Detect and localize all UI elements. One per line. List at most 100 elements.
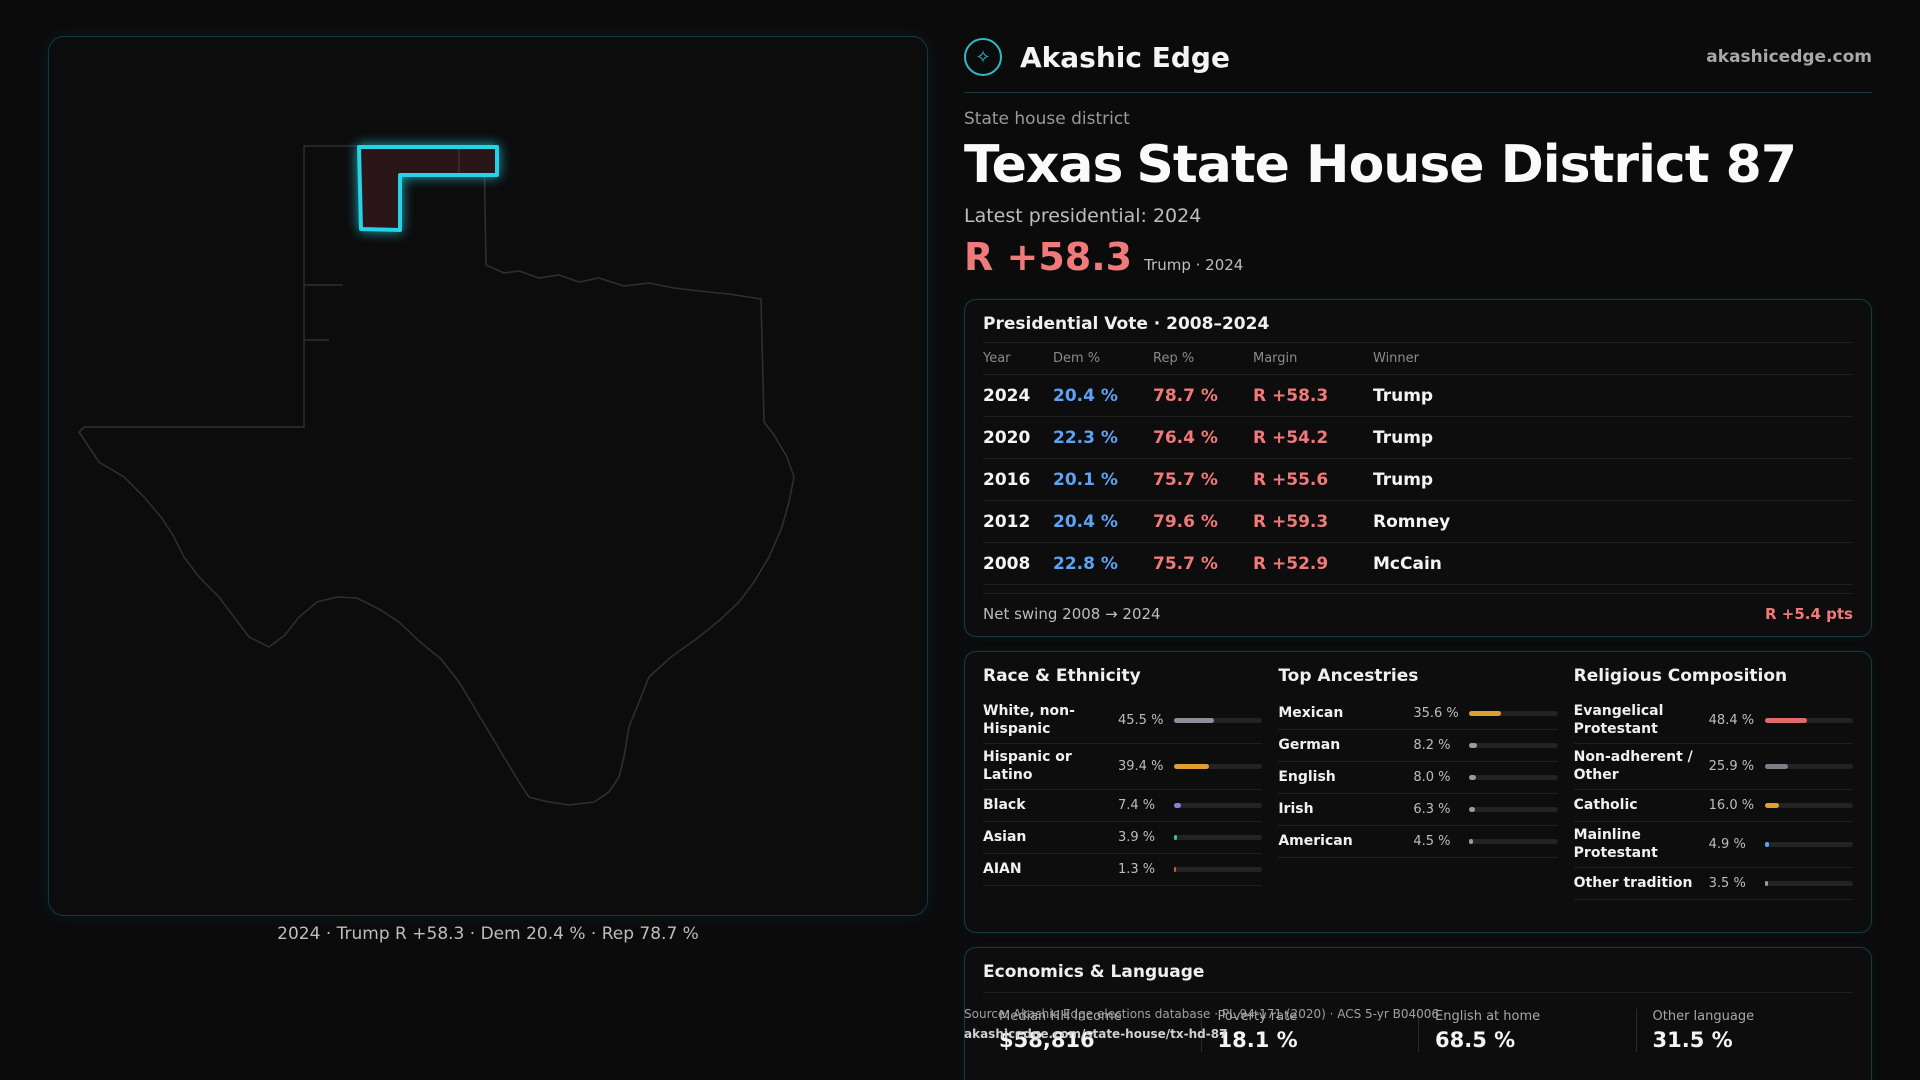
district-map[interactable] bbox=[48, 36, 928, 916]
econ-value: 68.5 % bbox=[1435, 1028, 1516, 1052]
share-bar bbox=[1174, 764, 1263, 769]
cell-year: 2012 bbox=[983, 511, 1031, 532]
compass-rose-icon[interactable]: ✧ bbox=[964, 38, 1002, 76]
cell-winner: Trump bbox=[1373, 469, 1434, 490]
cell-margin: R +52.9 bbox=[1253, 553, 1329, 574]
share-bar bbox=[1469, 839, 1558, 844]
econ-value: 18.1 % bbox=[1217, 1028, 1298, 1052]
cell-dem: 20.4 % bbox=[1053, 385, 1118, 406]
econ-value: 31.5 % bbox=[1652, 1028, 1733, 1052]
list-item[interactable]: American 4.5 % bbox=[1278, 826, 1558, 858]
cell-rep: 78.7 % bbox=[1153, 385, 1218, 406]
header-rep: Rep % bbox=[1153, 351, 1195, 366]
list-item[interactable]: Other tradition 3.5 % bbox=[1573, 868, 1853, 900]
share-bar-fill bbox=[1469, 775, 1477, 780]
state-name: Texas bbox=[964, 135, 1123, 195]
share-bar-fill bbox=[1469, 839, 1474, 844]
share-bar bbox=[1174, 803, 1263, 808]
race-ethnicity-section: Race & Ethnicity White, non-Hispanic 45.5… bbox=[983, 666, 1263, 918]
econ-label: Poverty rate bbox=[1217, 1009, 1298, 1024]
economics-grid: Median HH income $58,816 Poverty rate 18… bbox=[983, 1009, 1853, 1052]
list-item[interactable]: Catholic 16.0 % bbox=[1573, 790, 1853, 822]
share-bar-fill bbox=[1469, 807, 1475, 812]
share-bar bbox=[1764, 764, 1853, 769]
item-label: White, non-Hispanic bbox=[983, 703, 1075, 737]
item-value: 1.3 % bbox=[1118, 862, 1156, 877]
econ-stat: Other language 31.5 % bbox=[1635, 1009, 1854, 1052]
table-row[interactable]: 2016 20.1 % 75.7 % R +55.6 Trump bbox=[983, 459, 1853, 501]
list-item[interactable]: German 8.2 % bbox=[1278, 730, 1558, 762]
item-label: AIAN bbox=[983, 860, 1022, 877]
item-value: 8.2 % bbox=[1413, 738, 1451, 753]
cell-winner: McCain bbox=[1373, 553, 1442, 574]
share-bar bbox=[1764, 842, 1853, 847]
district-kind: State house district bbox=[964, 109, 1130, 129]
religion-section: Religious Composition Evangelical Protes… bbox=[1573, 666, 1853, 918]
econ-stat: Median HH income $58,816 bbox=[983, 1009, 1201, 1052]
share-bar-fill bbox=[1469, 743, 1477, 748]
district-name: State House District 87 bbox=[1136, 135, 1797, 195]
margin-summary: R +58.3 Trump · 2024 bbox=[964, 235, 1872, 279]
item-label: Irish bbox=[1278, 800, 1314, 817]
share-bar bbox=[1469, 711, 1558, 716]
cell-rep: 79.6 % bbox=[1153, 511, 1218, 532]
item-label: Evangelical Protestant bbox=[1573, 703, 1664, 737]
list-item[interactable]: Non-adherent / Other 25.9 % bbox=[1573, 744, 1853, 790]
item-label: Mainline Protestant bbox=[1573, 827, 1658, 861]
map-caption: 2024 · Trump R +58.3 · Dem 20.4 % · Rep … bbox=[277, 924, 699, 944]
item-value: 16.0 % bbox=[1708, 798, 1755, 813]
divider bbox=[964, 92, 1872, 93]
demographics-card: Race & Ethnicity White, non-Hispanic 45.5… bbox=[964, 651, 1872, 933]
district-info-panel: ✧ Akashic Edge akashicedge.com State hou… bbox=[964, 36, 1872, 1080]
table-row[interactable]: 2012 20.4 % 79.6 % R +59.3 Romney bbox=[983, 501, 1853, 543]
list-item[interactable]: English 8.0 % bbox=[1278, 762, 1558, 794]
econ-value: $58,816 bbox=[999, 1028, 1095, 1052]
district-87-shape[interactable] bbox=[357, 145, 499, 232]
list-item[interactable]: White, non-Hispanic 45.5 % bbox=[983, 698, 1263, 744]
list-item[interactable]: AIAN 1.3 % bbox=[983, 854, 1263, 886]
presidential-title: Presidential Vote · 2008–2024 bbox=[983, 314, 1853, 343]
header-margin: Margin bbox=[1253, 351, 1298, 366]
cell-winner: Romney bbox=[1373, 511, 1451, 532]
item-value: 6.3 % bbox=[1413, 802, 1451, 817]
brand-name[interactable]: Akashic Edge bbox=[1020, 40, 1230, 74]
list-item[interactable]: Asian 3.9 % bbox=[983, 822, 1263, 854]
item-value: 7.4 % bbox=[1118, 798, 1156, 813]
cell-dem: 22.8 % bbox=[1053, 553, 1118, 574]
share-bar-fill bbox=[1174, 835, 1178, 840]
cell-margin: R +54.2 bbox=[1253, 427, 1329, 448]
share-bar-fill bbox=[1764, 881, 1768, 886]
texas-map bbox=[77, 145, 795, 806]
item-label: Non-adherent / Other bbox=[1573, 749, 1693, 783]
item-label: German bbox=[1278, 736, 1341, 753]
econ-stat: Poverty rate 18.1 % bbox=[1200, 1009, 1419, 1052]
list-item[interactable]: Irish 6.3 % bbox=[1278, 794, 1558, 826]
share-bar-fill bbox=[1764, 718, 1808, 723]
religion-title: Religious Composition bbox=[1573, 666, 1788, 686]
source-url[interactable]: akashicedge.com/state-house/tx-hd-87 bbox=[964, 1027, 1228, 1041]
header-year: Year bbox=[983, 351, 1011, 366]
list-item[interactable]: Evangelical Protestant 48.4 % bbox=[1573, 698, 1853, 744]
cell-margin: R +58.3 bbox=[1253, 385, 1329, 406]
item-label: American bbox=[1278, 832, 1353, 849]
list-item[interactable]: Mexican 35.6 % bbox=[1278, 698, 1558, 730]
item-value: 4.9 % bbox=[1708, 837, 1746, 852]
list-item[interactable]: Mainline Protestant 4.9 % bbox=[1573, 822, 1853, 868]
item-label: English bbox=[1278, 768, 1336, 785]
list-item[interactable]: Black 7.4 % bbox=[983, 790, 1263, 822]
share-bar-fill bbox=[1764, 764, 1788, 769]
table-row[interactable]: 2020 22.3 % 76.4 % R +54.2 Trump bbox=[983, 417, 1853, 459]
net-swing-label: Net swing 2008 → 2024 bbox=[983, 604, 1161, 623]
table-header: Year Dem % Rep % Margin Winner bbox=[983, 343, 1853, 375]
table-row[interactable]: 2024 20.4 % 78.7 % R +58.3 Trump bbox=[983, 375, 1853, 417]
brand-url[interactable]: akashicedge.com bbox=[1706, 47, 1872, 67]
cell-winner: Trump bbox=[1373, 427, 1434, 448]
cell-year: 2024 bbox=[983, 385, 1031, 406]
cell-year: 2008 bbox=[983, 553, 1031, 574]
item-value: 8.0 % bbox=[1413, 770, 1451, 785]
item-label: Catholic bbox=[1573, 796, 1638, 813]
cell-rep: 76.4 % bbox=[1153, 427, 1218, 448]
list-item[interactable]: Hispanic or Latino 39.4 % bbox=[983, 744, 1263, 790]
share-bar bbox=[1469, 807, 1558, 812]
table-row[interactable]: 2008 22.8 % 75.7 % R +52.9 McCain bbox=[983, 543, 1853, 585]
